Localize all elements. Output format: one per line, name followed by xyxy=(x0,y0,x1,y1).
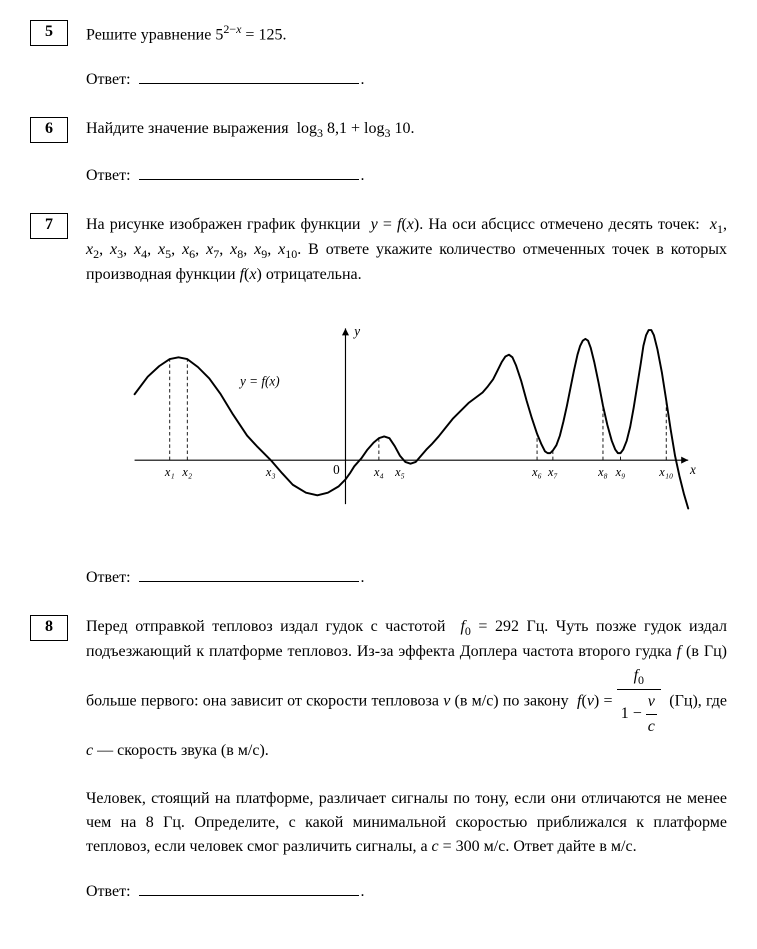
answer-row: Ответ: . xyxy=(86,881,727,901)
problem-body: На рисунке изображен график функции y = … xyxy=(86,213,727,587)
period: . xyxy=(361,569,365,586)
problem-number: 7 xyxy=(30,213,68,239)
answer-row: Ответ: . xyxy=(86,567,727,587)
svg-text:x₅: x₅ xyxy=(394,465,405,479)
svg-text:x: x xyxy=(688,462,695,477)
problem-body: Решите уравнение 52−x = 125. Ответ: . xyxy=(86,20,727,89)
function-graph-container: y x 0 x₁ x₂ x₃ x₄ x₅ x₆ x₇ x₈ x₉ x₁₀ y = f(x) xyxy=(86,305,727,545)
problem-statement: Решите уравнение 52−x = 125. xyxy=(86,20,727,47)
answer-row: Ответ: . xyxy=(86,69,727,89)
answer-label: Ответ: xyxy=(86,71,131,89)
period: . xyxy=(361,883,365,900)
problem-7: 7 На рисунке изображен график функции y … xyxy=(30,213,727,587)
answer-blank[interactable] xyxy=(139,567,359,582)
problem-number: 8 xyxy=(30,615,68,641)
problem-statement: Найдите значение выражения log3 8,1 + lo… xyxy=(86,117,727,142)
svg-text:x₉: x₉ xyxy=(614,465,625,479)
problem-body: Перед отправкой тепловоз издал гудок с ч… xyxy=(86,615,727,901)
answer-blank[interactable] xyxy=(139,881,359,896)
period: . xyxy=(361,71,365,88)
svg-text:x₁: x₁ xyxy=(163,465,174,479)
answer-label: Ответ: xyxy=(86,569,131,587)
svg-text:x₃: x₃ xyxy=(264,465,275,479)
period: . xyxy=(361,167,365,184)
problem-6: 6 Найдите значение выражения log3 8,1 + … xyxy=(30,117,727,184)
answer-row: Ответ: . xyxy=(86,165,727,185)
problem-8: 8 Перед отправкой тепловоз издал гудок с… xyxy=(30,615,727,901)
svg-text:x₆: x₆ xyxy=(531,465,542,479)
problem-number: 5 xyxy=(30,20,68,46)
answer-blank[interactable] xyxy=(139,165,359,180)
problem-body: Найдите значение выражения log3 8,1 + lo… xyxy=(86,117,727,184)
svg-text:y: y xyxy=(352,323,360,338)
answer-label: Ответ: xyxy=(86,883,131,901)
answer-blank[interactable] xyxy=(139,69,359,84)
svg-text:x₄: x₄ xyxy=(373,465,384,479)
svg-text:y = f(x): y = f(x) xyxy=(238,373,280,388)
problem-number: 6 xyxy=(30,117,68,143)
svg-text:x₇: x₇ xyxy=(547,465,558,479)
svg-text:x₈: x₈ xyxy=(597,465,608,479)
svg-text:x₁₀: x₁₀ xyxy=(658,465,673,479)
answer-label: Ответ: xyxy=(86,167,131,185)
function-graph: y x 0 x₁ x₂ x₃ x₄ x₅ x₆ x₇ x₈ x₉ x₁₀ y = f(x) xyxy=(117,305,697,545)
problem-statement: На рисунке изображен график функции y = … xyxy=(86,213,727,287)
svg-text:x₂: x₂ xyxy=(181,465,192,479)
svg-text:0: 0 xyxy=(333,462,340,477)
problem-5: 5 Решите уравнение 52−x = 125. Ответ: . xyxy=(30,20,727,89)
problem-statement: Перед отправкой тепловоз издал гудок с ч… xyxy=(86,615,727,859)
